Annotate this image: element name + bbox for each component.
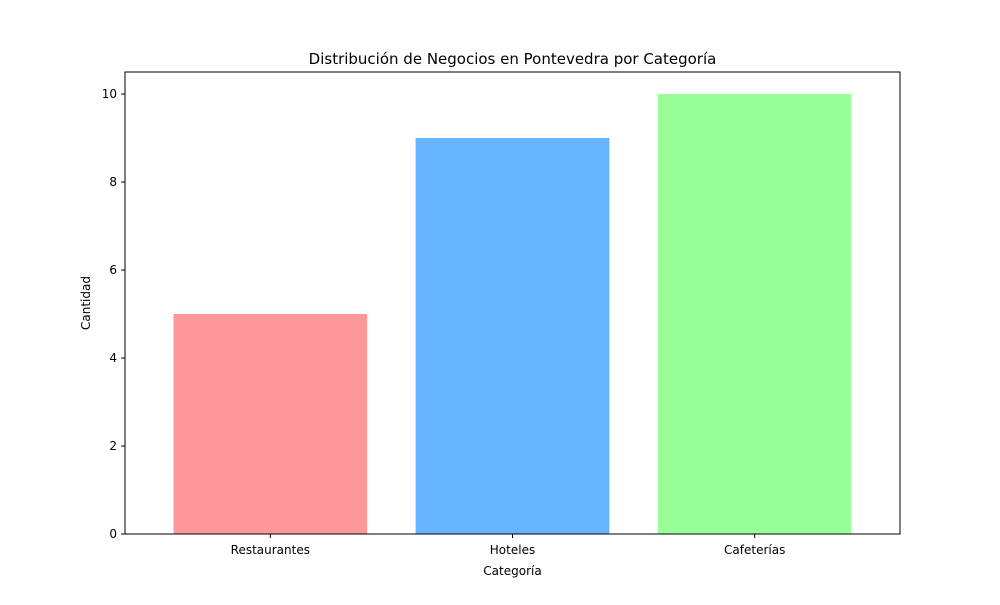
y-axis-ticks: 0 2 4 6 8 10 [102,87,125,541]
y-tick-label: 8 [109,175,117,189]
y-tick-label: 10 [102,87,117,101]
chart-title: Distribución de Negocios en Pontevedra p… [309,50,717,68]
y-axis-label: Cantidad [79,276,93,330]
bar-restaurantes [173,314,368,534]
x-tick-label: Cafeterías [724,543,785,557]
y-tick-label: 0 [109,527,117,541]
bar-cafeterías [657,94,852,534]
bars-layer [173,94,852,534]
x-tick-label: Restaurantes [231,543,310,557]
x-axis-ticks: Restaurantes Hoteles Cafeterías [231,534,785,557]
bar-hoteles [415,138,610,534]
y-tick-label: 6 [109,263,117,277]
y-tick-label: 4 [109,351,117,365]
y-tick-label: 2 [109,439,117,453]
plot-frame [124,71,901,535]
x-tick-label: Hoteles [490,543,535,557]
x-axis-label: Categoría [483,564,541,578]
